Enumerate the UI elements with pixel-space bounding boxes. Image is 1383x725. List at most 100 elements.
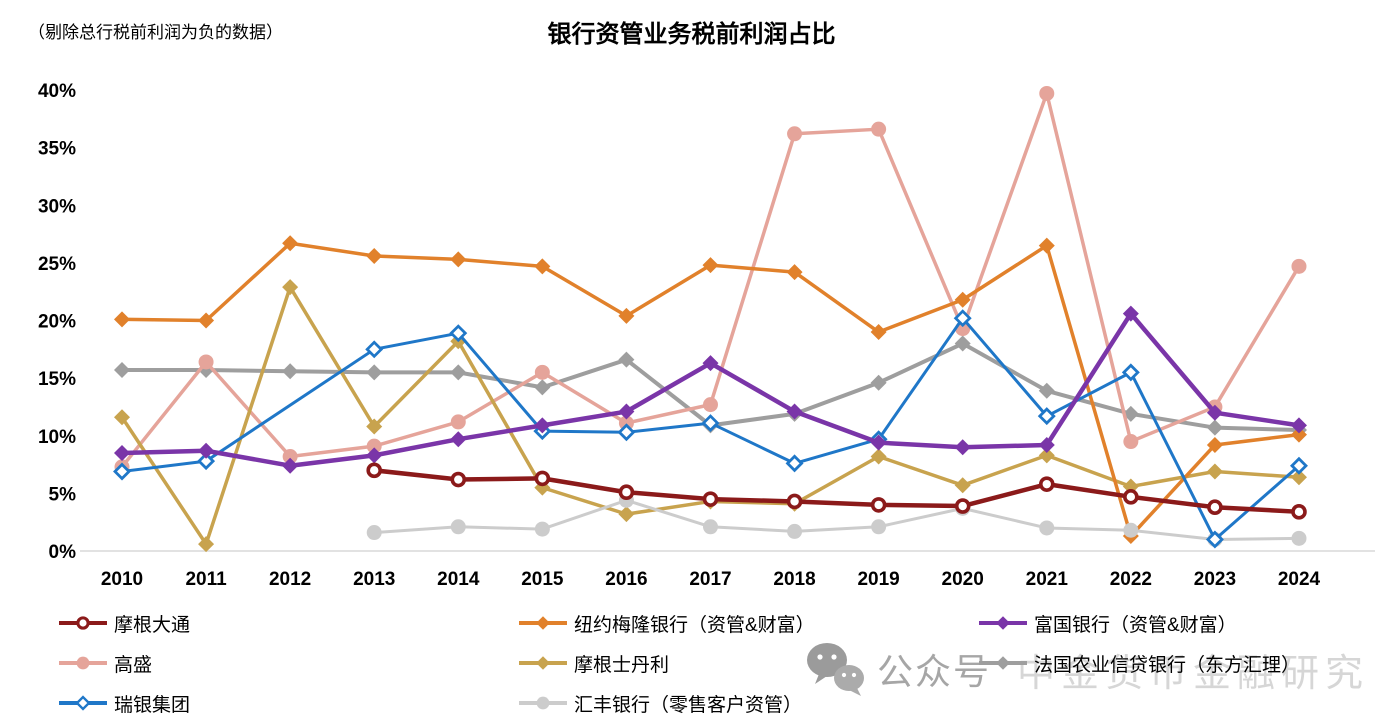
- data-point-marker: [1206, 436, 1223, 453]
- data-point-marker: [702, 257, 719, 274]
- data-point-marker: [536, 616, 550, 630]
- data-point-marker: [787, 126, 803, 142]
- data-point-marker: [366, 525, 382, 541]
- data-point-marker: [954, 291, 971, 308]
- data-point-marker: [75, 695, 91, 711]
- data-point-marker: [1123, 489, 1139, 505]
- data-point-marker: [786, 264, 803, 281]
- data-point-marker: [534, 364, 550, 380]
- legend-item-goldman: 高盛: [58, 649, 152, 677]
- data-point-marker: [1291, 258, 1307, 274]
- data-point-marker: [701, 414, 720, 433]
- data-point-marker: [1123, 434, 1139, 450]
- y-axis-label: 5%: [49, 484, 77, 505]
- x-axis-label: 2018: [773, 569, 815, 590]
- data-point-marker: [1290, 426, 1307, 443]
- data-point-marker: [365, 340, 384, 359]
- data-point-marker: [870, 497, 887, 513]
- data-point-marker: [282, 279, 299, 296]
- data-point-marker: [114, 311, 130, 328]
- data-point-marker: [1038, 447, 1055, 464]
- data-point-marker: [450, 431, 467, 448]
- legend-item-bny-mellon: 纽约梅隆银行（资管&财富）: [518, 609, 815, 637]
- series-line-jpm: [371, 468, 1302, 515]
- watermark-label: 公众号: [877, 651, 992, 692]
- y-axis-label: 0%: [49, 542, 77, 563]
- data-point-marker: [450, 414, 466, 430]
- data-point-marker: [702, 355, 719, 372]
- legend-label-hsbc: 汇丰银行（零售客户资管）: [574, 694, 803, 716]
- data-point-marker: [113, 462, 131, 481]
- data-point-marker: [1291, 504, 1307, 520]
- data-point-marker: [618, 403, 635, 420]
- y-axis-label: 15%: [38, 369, 76, 390]
- legend-item-hsbc: 汇丰银行（零售客户资管）: [518, 689, 802, 717]
- data-point-marker: [1206, 404, 1223, 421]
- x-axis-label: 2021: [1026, 569, 1069, 590]
- data-point-marker: [198, 312, 215, 329]
- legend-label-wells-fargo: 富国银行（资管&财富）: [1034, 614, 1237, 636]
- data-point-marker: [618, 307, 635, 324]
- y-axis-label: 10%: [38, 427, 76, 448]
- x-axis-label: 2011: [185, 569, 227, 590]
- data-point-marker: [282, 448, 298, 464]
- chart-title: 银行资管业务税前利润占比: [547, 21, 836, 48]
- data-point-marker: [618, 506, 635, 523]
- data-point-marker: [1290, 417, 1307, 434]
- data-point-marker: [870, 434, 887, 451]
- data-point-marker: [198, 536, 215, 553]
- data-point-marker: [282, 235, 299, 252]
- legend-label-morgan-stanley: 摩根士丹利: [574, 654, 670, 676]
- x-axis-label: 2016: [605, 569, 647, 590]
- data-point-marker: [1205, 530, 1224, 549]
- data-point-marker: [534, 521, 550, 537]
- legend-marker-goldman: [59, 656, 107, 670]
- data-point-marker: [954, 477, 971, 494]
- x-axis-label: 2015: [521, 569, 564, 590]
- data-point-marker: [1290, 469, 1307, 486]
- x-axis-label: 2014: [437, 569, 480, 590]
- x-axis-label: 2017: [689, 569, 731, 590]
- data-point-marker: [1038, 476, 1055, 492]
- x-axis-label: 2013: [353, 569, 395, 590]
- data-point-marker: [366, 447, 383, 464]
- data-point-marker: [702, 491, 719, 507]
- data-point-marker: [786, 493, 803, 510]
- data-point-marker: [1122, 305, 1139, 322]
- series-line-ubs: [120, 316, 1301, 541]
- data-point-marker: [1038, 382, 1055, 399]
- data-point-marker: [534, 470, 551, 487]
- x-axis-label: 2022: [1110, 569, 1152, 590]
- legend-marker-morgan-stanley: [519, 656, 567, 670]
- data-point-marker: [618, 484, 635, 501]
- chart-note: （剔除总行税前利润为负的数据）: [28, 23, 283, 42]
- data-point-marker: [954, 439, 971, 456]
- data-point-marker: [870, 324, 887, 341]
- legend-item-wells-fargo: 富国银行（资管&财富）: [978, 609, 1237, 637]
- data-point-marker: [702, 397, 718, 413]
- legend-item-ubs: 瑞银集团: [58, 689, 190, 717]
- series-line-hsbc: [372, 498, 1301, 541]
- data-point-marker: [450, 251, 467, 268]
- data-point-marker: [534, 417, 551, 434]
- data-point-marker: [282, 457, 299, 474]
- data-point-marker: [198, 354, 214, 370]
- data-point-marker: [114, 362, 130, 379]
- x-axis-label: 2024: [1278, 569, 1321, 590]
- watermark: 公众号 中金货币金融研究: [805, 640, 1369, 698]
- legend-label-goldman: 高盛: [114, 654, 153, 676]
- data-point-marker: [871, 121, 887, 137]
- y-axis-label: 25%: [38, 254, 76, 275]
- y-axis-label: 30%: [38, 196, 76, 217]
- data-point-marker: [617, 423, 636, 442]
- data-point-marker: [786, 403, 803, 420]
- data-point-marker: [954, 498, 971, 514]
- data-point-marker: [1291, 530, 1307, 546]
- data-point-marker: [366, 462, 383, 479]
- data-point-marker: [1038, 237, 1055, 254]
- data-point-marker: [536, 656, 550, 670]
- y-axis-label: 35%: [38, 139, 76, 160]
- wechat-icon: [807, 643, 864, 696]
- data-point-marker: [76, 656, 90, 670]
